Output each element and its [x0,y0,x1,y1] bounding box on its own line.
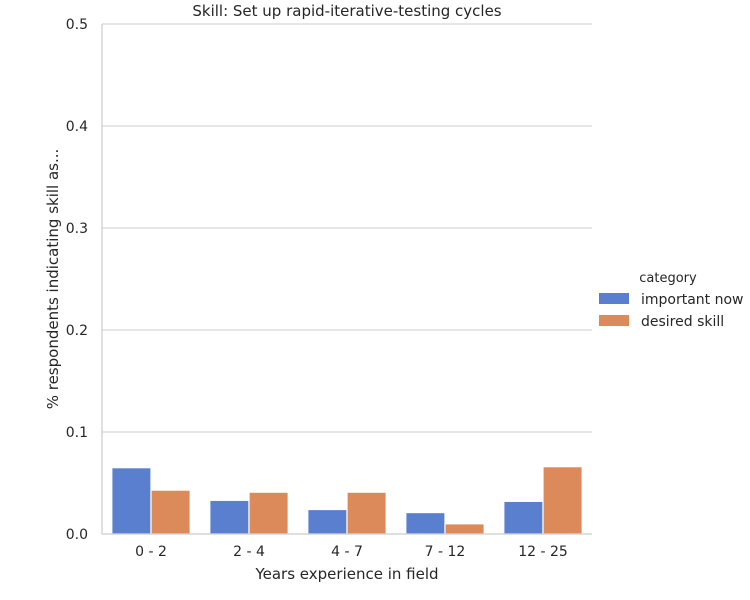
y-tick-label: 0.0 [66,527,88,543]
legend-swatch [599,293,629,304]
legend-label: desired skill [641,314,724,330]
x-tick-labels: 0 - 2 2 - 4 4 - 7 7 - 12 12 - 25 [135,544,568,560]
legend-swatch [599,315,629,326]
y-tick-labels: 0.0 0.1 0.2 0.3 0.4 0.5 [66,17,88,543]
bar-important-now-3 [405,511,446,535]
y-tick-label: 0.1 [66,425,88,441]
bar-important-now-4 [503,500,544,535]
bar-desired-skill-4 [542,466,583,535]
x-tick-label: 4 - 7 [331,544,363,560]
y-tick-label: 0.4 [66,119,88,135]
bar-important-now-2 [307,508,348,535]
y-axis-label: % respondents indicating skill as... [44,149,62,410]
bar-desired-skill-3 [444,523,485,535]
x-tick-label: 12 - 25 [518,544,568,560]
x-tick-label: 2 - 4 [233,544,265,560]
y-tick-label: 0.3 [66,221,88,237]
legend-label: important now [641,292,744,308]
x-tick-label: 7 - 12 [425,544,466,560]
bars [111,466,583,535]
bar-desired-skill-2 [346,491,387,535]
legend: category important now desired skill [599,271,744,330]
bar-desired-skill-1 [248,491,289,535]
bar-important-now-0 [111,467,152,535]
chart-title: Skill: Set up rapid-iterative-testing cy… [192,2,501,20]
grid-lines [102,23,592,433]
bar-desired-skill-0 [150,489,191,535]
legend-title: category [639,271,697,286]
x-axis-label: Years experience in field [254,565,438,583]
y-tick-label: 0.2 [66,323,88,339]
x-tick-label: 0 - 2 [135,544,167,560]
y-tick-label: 0.5 [66,17,88,33]
bar-important-now-1 [209,499,250,535]
